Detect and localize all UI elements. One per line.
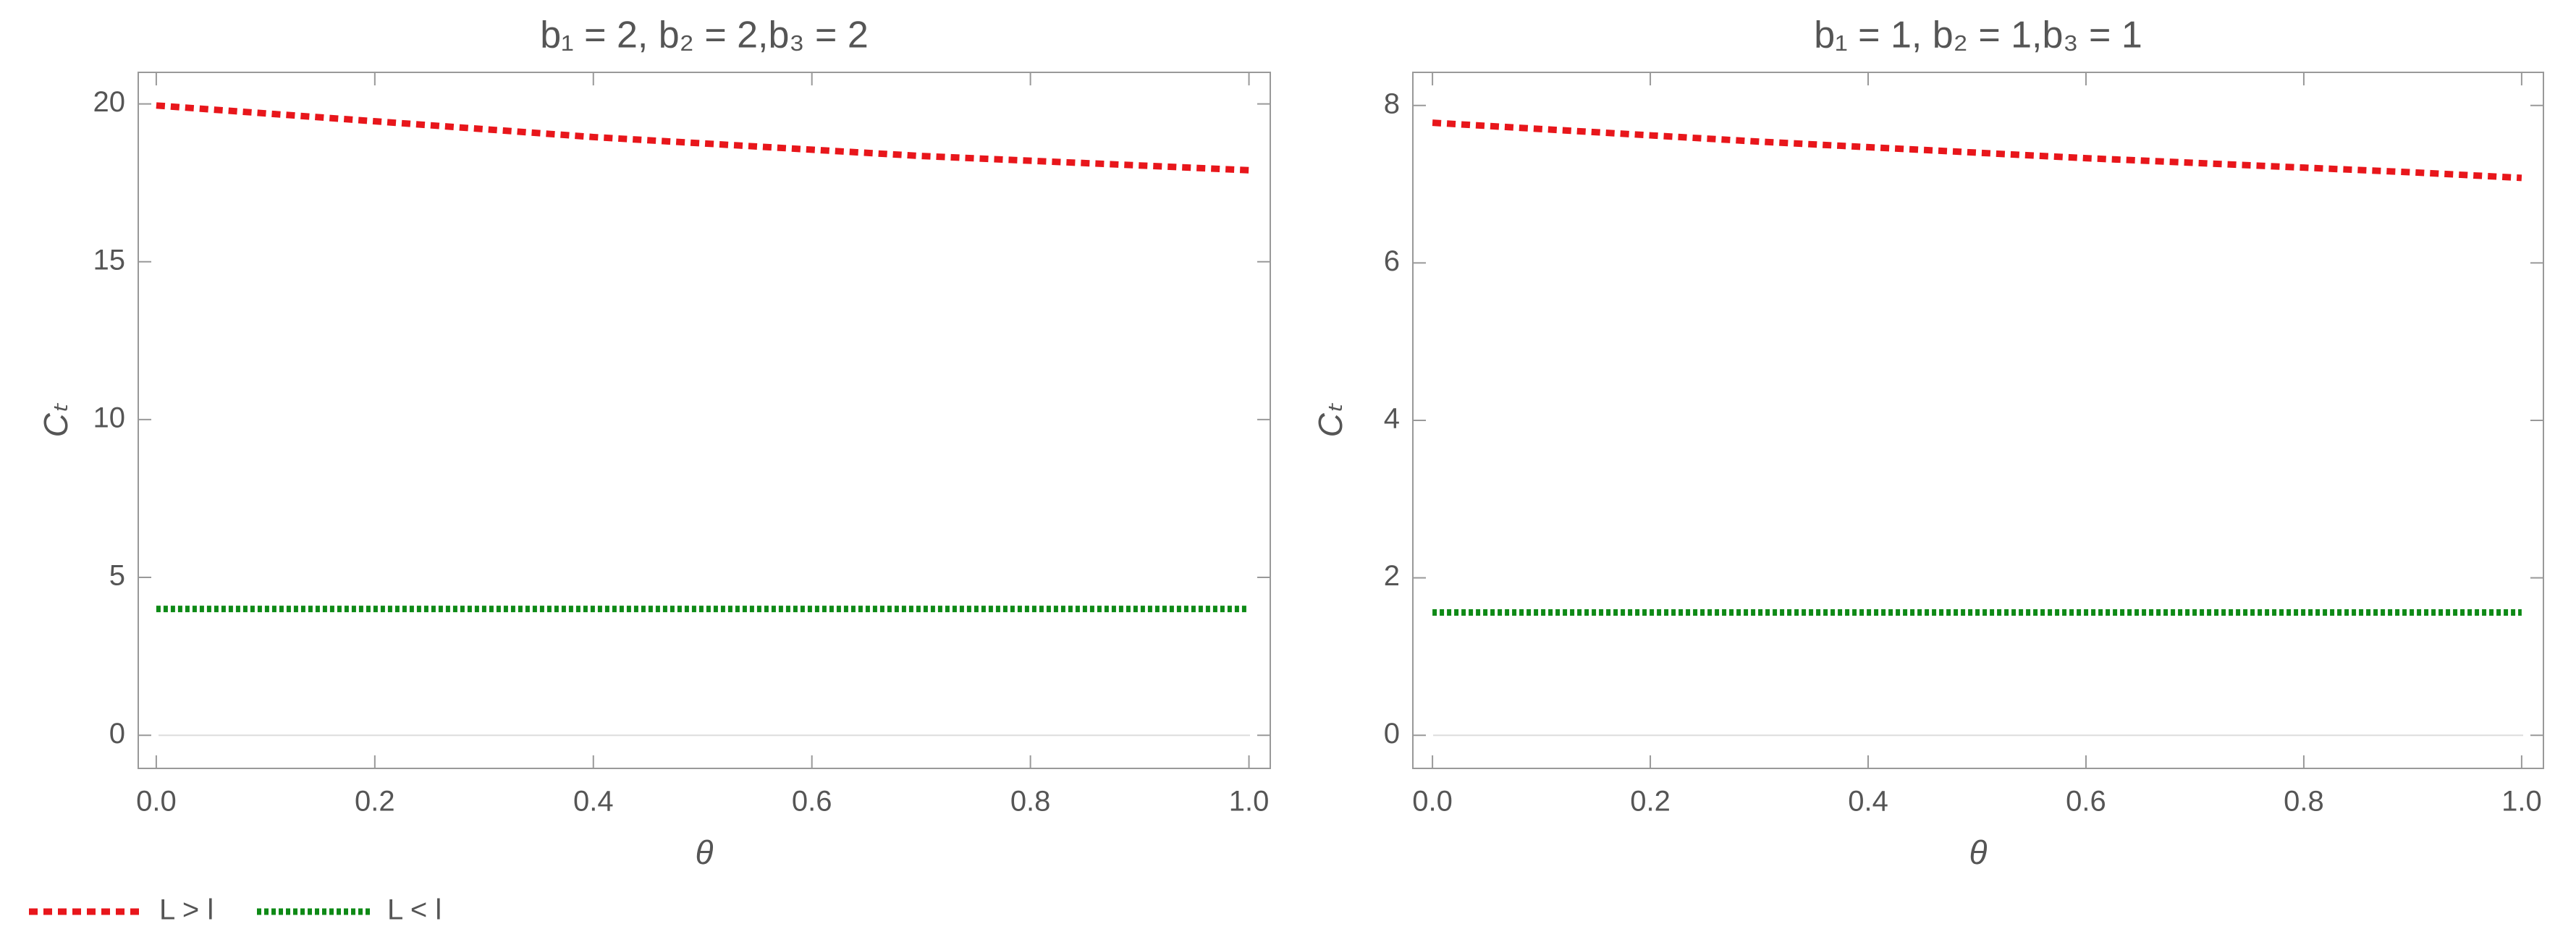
x-tick-label: 1.0: [2501, 786, 2542, 818]
plot-frame: [138, 72, 1271, 769]
legend-label: L > l: [159, 894, 214, 926]
x-axis-label: θ: [696, 834, 714, 871]
x-tick-label: 0.8: [2284, 786, 2324, 818]
x-tick-label: 0.0: [1412, 786, 1453, 818]
y-axis-label: Cₜ: [1312, 402, 1349, 437]
y-tick-label: 0: [109, 718, 125, 750]
y-tick-label: 2: [1384, 560, 1400, 592]
series-line: [156, 102, 1249, 174]
x-tick-label: 0.8: [1010, 786, 1051, 818]
y-tick-label: 0: [1384, 718, 1400, 750]
x-tick-label: 0.4: [573, 786, 614, 818]
y-tick-label: 8: [1384, 88, 1400, 119]
chart-title: b₁ = 2, b₂ = 2,b₃ = 2: [540, 14, 869, 56]
y-tick-label: 10: [93, 402, 126, 433]
x-tick-label: 0.0: [136, 786, 177, 818]
x-tick-label: 1.0: [1229, 786, 1270, 818]
y-tick-label: 15: [93, 244, 126, 276]
legend-label: L < l: [387, 894, 442, 926]
x-tick-label: 0.6: [2066, 786, 2106, 818]
x-tick-label: 0.2: [355, 786, 395, 818]
chart-title: b₁ = 1, b₂ = 1,b₃ = 1: [1814, 14, 2142, 56]
x-tick-label: 0.6: [792, 786, 832, 818]
y-tick-label: 6: [1384, 245, 1400, 277]
x-axis-label: θ: [1969, 834, 1988, 871]
y-tick-label: 20: [93, 86, 126, 118]
y-tick-label: 4: [1384, 403, 1400, 435]
y-axis-label: Cₜ: [37, 402, 75, 437]
x-tick-label: 0.4: [1848, 786, 1888, 818]
y-tick-label: 5: [109, 560, 125, 592]
plot-frame: [1412, 72, 2544, 769]
x-tick-label: 0.2: [1630, 786, 1671, 818]
series-line: [1432, 119, 2522, 182]
